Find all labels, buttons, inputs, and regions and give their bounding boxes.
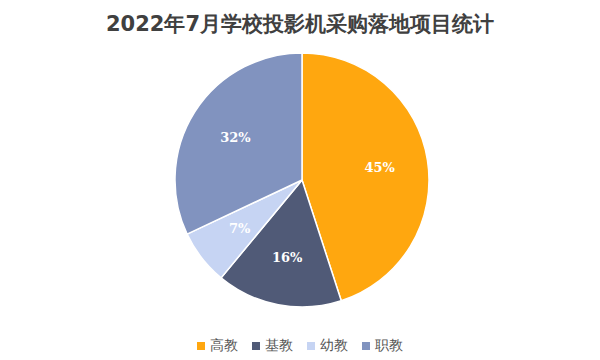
html-text:职教: 职教	[375, 337, 403, 353]
svg-text:45%: 45%	[365, 160, 396, 175]
html-text:幼教: 幼教	[320, 337, 348, 353]
html-text:基教: 基教	[265, 337, 293, 353]
html-text:高教: 高教	[210, 337, 238, 353]
svg-text:16%: 16%	[272, 250, 303, 265]
html-text:2022年7月学校投影机采购落地项目统计: 2022年7月学校投影机采购落地项目统计	[106, 12, 494, 36]
svg-text:7%: 7%	[229, 221, 251, 236]
svg-text:32%: 32%	[220, 130, 251, 145]
